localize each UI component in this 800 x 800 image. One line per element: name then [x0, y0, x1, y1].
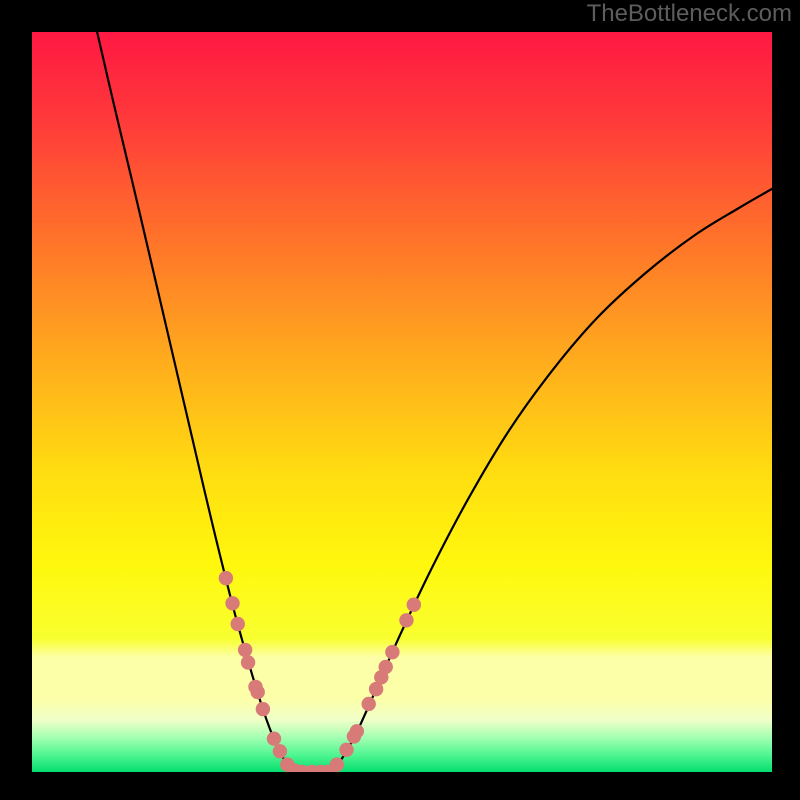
data-marker — [385, 645, 399, 659]
data-marker — [225, 596, 239, 610]
chart-container: TheBottleneck.com — [0, 0, 800, 800]
data-marker — [238, 643, 252, 657]
data-marker — [267, 732, 281, 746]
data-marker — [362, 697, 376, 711]
data-marker — [407, 598, 421, 612]
data-marker — [251, 685, 265, 699]
gradient-background — [32, 32, 772, 772]
data-marker — [350, 724, 364, 738]
data-marker — [231, 617, 245, 631]
data-marker — [273, 744, 287, 758]
data-marker — [330, 757, 344, 771]
data-marker — [339, 743, 353, 757]
data-marker — [241, 655, 255, 669]
data-marker — [219, 571, 233, 585]
data-marker — [399, 613, 413, 627]
data-marker — [379, 660, 393, 674]
watermark-text: TheBottleneck.com — [587, 0, 792, 28]
data-marker — [256, 702, 270, 716]
plot-area — [32, 32, 772, 772]
